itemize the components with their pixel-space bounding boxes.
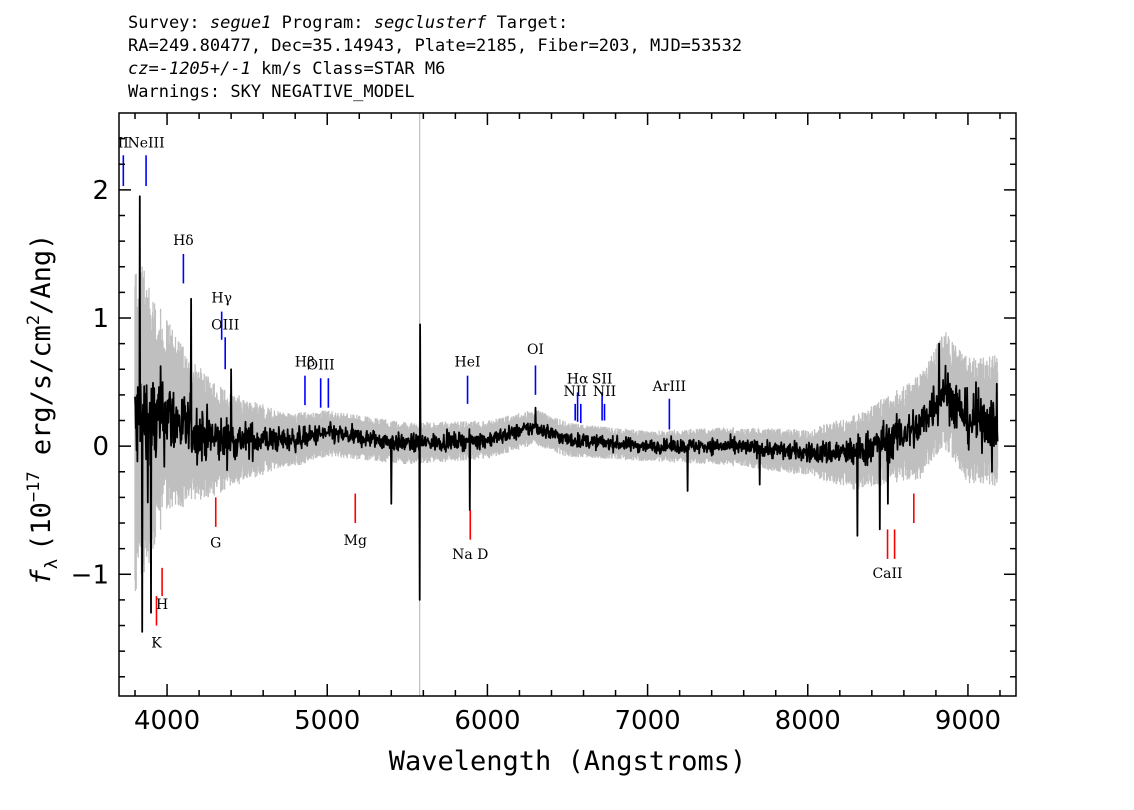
emission-label-10: NII — [564, 384, 587, 400]
x-tick-label: 9000 — [935, 706, 1001, 736]
x-axis-title: Wavelength (Angstroms) — [389, 746, 747, 777]
emission-label-1: NeIII — [127, 136, 164, 152]
axes-layer: 4000 5000 6000 7000 8000 9000 −1 0 1 2 — [71, 112, 1017, 736]
emission-label-2: Hδ — [173, 233, 194, 249]
absorption-label-2: G — [210, 535, 221, 551]
class-value: Class=STAR M6 — [312, 59, 446, 79]
emission-label-0: II — [118, 136, 129, 152]
absorption-label-1: H — [156, 597, 168, 613]
emission-label-4: OIII — [211, 318, 239, 334]
header-line-redshift: cz=-1205+/-1 km/s Class=STAR M6 — [128, 58, 742, 81]
absorption-label-5: CaII — [872, 566, 902, 582]
absorption-label-0: K — [151, 635, 162, 651]
plot-frame — [118, 112, 1017, 697]
absorption-label-3: Mg — [344, 533, 367, 549]
flux-series — [134, 195, 999, 633]
program-value: segclusterf — [373, 13, 487, 33]
cz-label: cz= — [128, 59, 159, 79]
x-tick-label: 7000 — [615, 706, 681, 736]
survey-label: Survey: — [128, 13, 200, 33]
emission-label-14: NII — [593, 384, 616, 400]
spectrum-header: Survey: segue1 Program: segclusterf Targ… — [128, 12, 742, 104]
emission-label-13: SII — [592, 371, 613, 387]
survey-value: segue1 — [209, 13, 272, 33]
emission-label-15: ArIII — [652, 379, 686, 395]
header-line-survey: Survey: segue1 Program: segclusterf Targ… — [128, 12, 742, 35]
header-line-warnings: Warnings: SKY NEGATIVE_MODEL — [128, 82, 415, 102]
y-axis-title-pre: (10 — [26, 502, 57, 551]
emission-label-9: OI — [527, 342, 544, 358]
emission-label-5: Hβ — [295, 355, 315, 371]
y-tick-label: 2 — [92, 176, 109, 206]
emission-label-3: Hγ — [211, 291, 232, 307]
x-tick-label: 5000 — [294, 706, 360, 736]
absorption-label-4: Na D — [452, 547, 488, 563]
target-label: Target: — [496, 13, 569, 33]
header-line-coordinates: RA=249.80477, Dec=35.14943, Plate=2185, … — [128, 36, 743, 56]
y-tick-label: −1 — [71, 560, 109, 590]
cz-value: -1205+/-1 — [158, 59, 251, 79]
y-tick-label: 1 — [92, 304, 109, 334]
emission-label-6: OIII — [307, 357, 335, 373]
y-axis-title-exp1: −17 — [24, 471, 44, 502]
y-axis-title: fλ (10−17 erg/s/cm2/Ang) — [24, 234, 62, 586]
x-tick-label: 8000 — [775, 706, 841, 736]
y-axis-title-exp2: 2 — [24, 315, 44, 325]
emission-label-11: Hα — [567, 371, 589, 387]
y-tick-label: 0 — [92, 432, 109, 462]
y-axis-title-post: /Ang) — [26, 234, 57, 315]
y-axis-title-f: f — [26, 568, 57, 585]
emission-label-8: HeI — [455, 355, 481, 371]
x-tick-label: 6000 — [454, 706, 520, 736]
cz-units: km/s — [261, 59, 303, 79]
x-tick-label: 4000 — [134, 706, 200, 736]
y-axis-title-mid: erg/s/cm — [26, 325, 57, 471]
y-axis-title-sub: λ — [42, 559, 62, 569]
program-label: Program: — [281, 13, 364, 33]
